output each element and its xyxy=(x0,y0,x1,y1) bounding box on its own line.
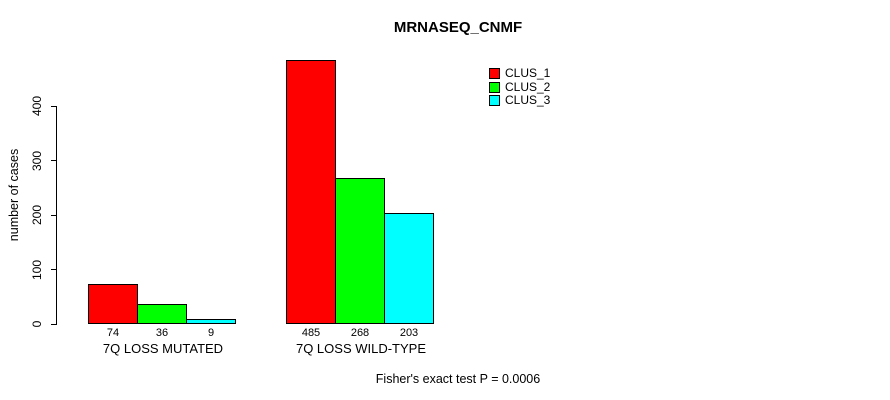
bar-clus_3-group1 xyxy=(186,319,236,324)
bar-clus_2-group1 xyxy=(137,304,187,324)
y-tick xyxy=(51,323,57,325)
bar-clus_1-group2 xyxy=(286,59,336,324)
legend-label: CLUS_1 xyxy=(505,66,551,80)
bar-value-label: 9 xyxy=(207,327,215,339)
y-tick-label: 0 xyxy=(30,320,44,328)
bar-value-label: 268 xyxy=(350,327,370,339)
legend-swatch-icon xyxy=(489,81,500,93)
bar-clus_3-group2 xyxy=(384,213,434,324)
bar-value-label: 36 xyxy=(155,327,169,339)
y-tick-label: 100 xyxy=(30,259,44,280)
y-tick-label: 300 xyxy=(30,150,44,171)
legend-item-clus_1: CLUS_1 xyxy=(489,66,551,80)
legend-item-clus_3: CLUS_3 xyxy=(489,93,551,107)
y-axis-label: number of cases xyxy=(7,148,21,242)
legend-swatch-icon xyxy=(489,68,500,79)
fisher-test-caption: Fisher's exact test P = 0.0006 xyxy=(375,372,541,386)
chart-title: MRNASEQ_CNMF xyxy=(393,19,523,36)
y-axis-line xyxy=(56,106,57,325)
y-tick-label: 200 xyxy=(30,204,44,226)
bar-value-label: 203 xyxy=(399,327,419,339)
bar-value-label: 74 xyxy=(106,327,120,339)
y-tick xyxy=(51,105,57,107)
group-label: 7Q LOSS WILD-TYPE xyxy=(295,341,427,356)
legend-label: CLUS_3 xyxy=(505,93,551,107)
legend-swatch-icon xyxy=(489,95,500,106)
y-tick xyxy=(51,160,57,161)
bar-clus_2-group2 xyxy=(335,177,385,324)
bar-clus_1-group1 xyxy=(88,283,138,324)
bar-value-label: 485 xyxy=(301,327,321,339)
group-label: 7Q LOSS MUTATED xyxy=(102,341,224,356)
y-tick xyxy=(51,214,57,216)
y-tick xyxy=(51,269,57,270)
legend-label: CLUS_2 xyxy=(505,79,551,94)
y-tick-label: 400 xyxy=(30,95,44,117)
legend-item-clus_2: CLUS_2 xyxy=(489,79,551,94)
legend: CLUS_1 CLUS_2 CLUS_3 xyxy=(489,66,551,107)
